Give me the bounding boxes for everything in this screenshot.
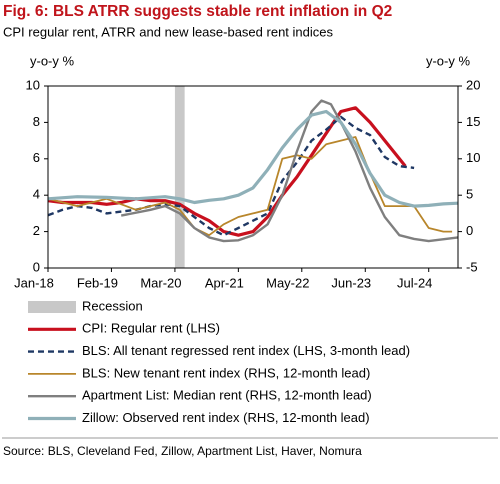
y-tick-label: 10 bbox=[26, 77, 40, 92]
y2-tick-label: 15 bbox=[466, 114, 480, 129]
series-line bbox=[47, 106, 407, 237]
y-tick-label: 0 bbox=[33, 259, 40, 274]
legend-label: CPI: Regular rent (LHS) bbox=[82, 321, 220, 336]
source-note: Source: BLS, Cleveland Fed, Zillow, Apar… bbox=[3, 444, 362, 458]
chart-subtitle: CPI regular rent, ATRR and new lease-bas… bbox=[3, 24, 333, 39]
x-tick-label: Jun-23 bbox=[331, 275, 371, 290]
x-tick-label: Mar-20 bbox=[140, 275, 181, 290]
series-line bbox=[47, 109, 459, 208]
series-line bbox=[47, 136, 453, 237]
y-tick-label: 6 bbox=[33, 150, 40, 165]
y-tick-label: 2 bbox=[33, 223, 40, 238]
legend-label: BLS: New tenant rent index (RHS, 12-mont… bbox=[82, 365, 370, 380]
y-tick-label: 8 bbox=[33, 114, 40, 129]
y2-tick-label: 20 bbox=[466, 77, 480, 92]
y2-axis-label: y-o-y % bbox=[426, 53, 471, 68]
y-tick-label: 4 bbox=[33, 187, 40, 202]
series-line bbox=[120, 99, 459, 243]
x-tick-label: Jul-24 bbox=[397, 275, 432, 290]
y-axis-label: y-o-y % bbox=[30, 53, 75, 68]
plot-frame bbox=[47, 85, 459, 269]
y2-tick-label: 5 bbox=[466, 187, 473, 202]
legend-label: Recession bbox=[82, 298, 143, 313]
legend-label: Apartment List: Median rent (RHS, 12-mon… bbox=[82, 388, 372, 403]
y2-tick-label: 0 bbox=[466, 223, 473, 238]
x-tick-label: Apr-21 bbox=[205, 275, 244, 290]
recession-band bbox=[174, 86, 185, 268]
legend-swatch bbox=[28, 301, 76, 313]
series-line bbox=[47, 115, 415, 237]
y2-tick-label: -5 bbox=[466, 259, 478, 274]
x-tick-label: Feb-19 bbox=[77, 275, 118, 290]
legend-label: BLS: All tenant regressed rent index (LH… bbox=[82, 343, 410, 358]
x-tick-label: Jan-18 bbox=[14, 275, 54, 290]
legend-label: Zillow: Observed rent index (RHS, 12-mon… bbox=[82, 410, 370, 425]
x-tick-label: May-22 bbox=[266, 275, 309, 290]
y2-tick-label: 10 bbox=[466, 150, 480, 165]
chart-title: Fig. 6: BLS ATRR suggests stable rent in… bbox=[3, 3, 392, 20]
